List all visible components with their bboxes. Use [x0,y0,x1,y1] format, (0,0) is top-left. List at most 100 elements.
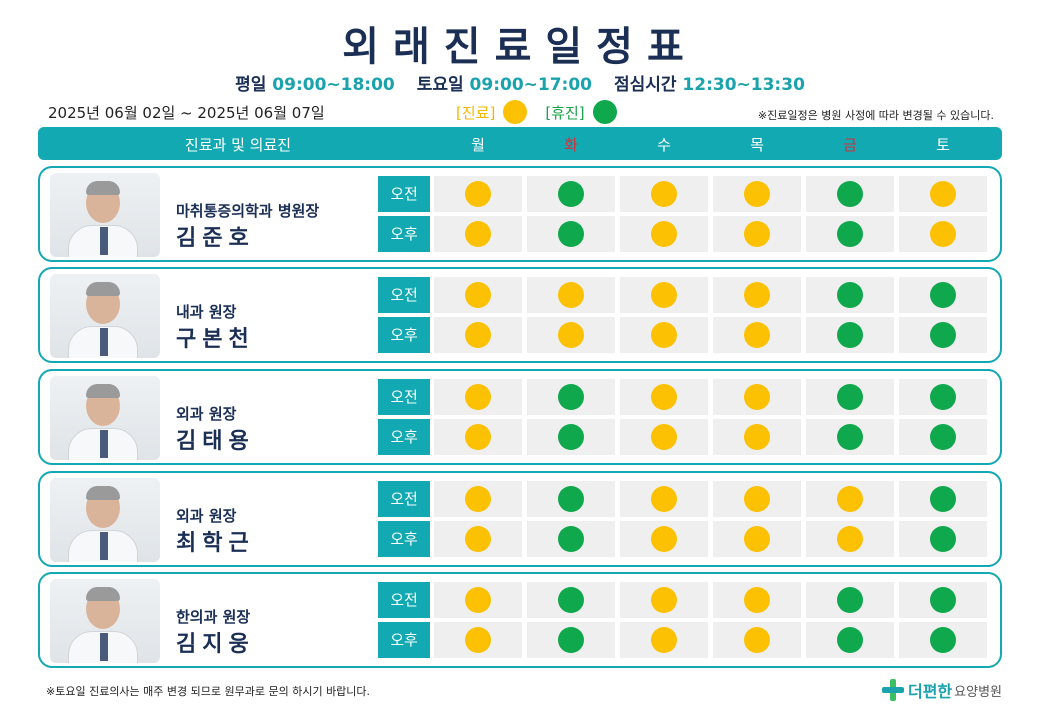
schedule-cell [434,277,522,313]
schedule-cell [527,419,615,455]
open-status-dot [651,221,677,247]
shift-label-pm: 오후 [378,216,430,252]
doctor-name: 김태용 [176,429,255,454]
schedule-cell [806,277,894,313]
shift-label-am: 오전 [378,277,430,313]
schedule-cell [527,582,615,618]
dept-header: 진료과 및 의료진 [184,136,292,154]
doctor-title: 마취통증의학과 병원장 [176,202,320,220]
shift-label-am: 오전 [378,176,430,212]
schedule-cell [434,481,522,517]
day-header: 화 [564,136,578,154]
open-status-dot [465,587,491,613]
open-status-dot [744,282,770,308]
doctor-name: 김준호 [176,226,255,251]
legend-open-dot [503,100,528,124]
cross-icon [881,679,904,701]
schedule-cell [620,317,708,353]
open-status-dot [558,322,584,348]
open-status-dot [744,486,770,512]
hours-line: 평일 09:00~18:00 토요일 09:00~17:00 점심시간 12:3… [0,70,1040,95]
legend-closed: [휴진] [545,100,617,124]
open-status-dot [465,282,491,308]
schedule-cell [434,419,522,455]
schedule-cell [806,521,894,557]
closed-status-dot [930,282,956,308]
schedule-header: 진료과 및 의료진 월 화 수 목 금 토 [38,127,1002,160]
schedule-cell [527,216,615,252]
schedule-cell [806,176,894,212]
closed-status-dot [558,627,584,653]
schedule-cell [899,277,987,313]
doctor-name: 최학근 [176,531,255,556]
open-status-dot [651,424,677,450]
open-status-dot [651,587,677,613]
legend-closed-label: [휴진] [545,103,585,122]
schedule-cell [806,481,894,517]
closed-status-dot [558,424,584,450]
day-header: 목 [750,136,764,154]
schedule-cell [806,317,894,353]
schedule-notice: ※진료일정은 병원 사정에 따라 변경될 수 있습니다. [757,109,994,122]
open-status-dot [465,221,491,247]
closed-status-dot [930,424,956,450]
schedule-cell [434,317,522,353]
schedule-cell [713,419,801,455]
closed-status-dot [558,221,584,247]
schedule-cell [806,419,894,455]
open-status-dot [465,486,491,512]
schedule-cell [899,379,987,415]
schedule-cell [620,277,708,313]
schedule-cell [899,317,987,353]
schedule-cell [899,216,987,252]
closed-status-dot [558,526,584,552]
schedule-cell [899,176,987,212]
schedule-cell [899,419,987,455]
open-status-dot [465,322,491,348]
doctor-photo [50,173,160,257]
doctor-row: 외과 원장 최학근 오전 오후 [38,471,1002,567]
schedule-cell [713,176,801,212]
schedule-cell [434,216,522,252]
doctor-title: 내과 원장 [176,303,237,321]
closed-status-dot [558,587,584,613]
saturday-time: 09:00~17:00 [469,75,593,95]
closed-status-dot [837,181,863,207]
hospital-logo: 더편한 요양병원 [881,678,1002,702]
schedule-cell [713,277,801,313]
closed-status-dot [558,384,584,410]
doctor-name: 구본천 [176,327,255,352]
page-title: 외래진료일정표 [342,24,698,70]
day-header: 토 [936,136,950,154]
lunch-time: 12:30~13:30 [682,75,805,95]
schedule-cell [620,521,708,557]
open-status-dot [651,627,677,653]
open-status-dot [465,181,491,207]
doctor-title: 외과 원장 [176,405,237,423]
closed-status-dot [930,322,956,348]
day-header: 월 [471,136,485,154]
open-status-dot [651,181,677,207]
schedule-cell [527,176,615,212]
schedule-cell [899,582,987,618]
schedule-cell [527,277,615,313]
day-header: 수 [657,136,671,154]
closed-status-dot [837,424,863,450]
doctor-photo [50,376,160,460]
open-status-dot [558,282,584,308]
shift-label-am: 오전 [378,582,430,618]
legend-open: [진료] [456,100,528,124]
schedule-cell [434,176,522,212]
day-header: 금 [843,136,857,154]
legend-closed-dot [592,100,617,124]
schedule-cell [899,481,987,517]
open-status-dot [744,627,770,653]
shift-label-pm: 오후 [378,317,430,353]
open-status-dot [651,384,677,410]
open-status-dot [744,587,770,613]
open-status-dot [465,526,491,552]
open-status-dot [465,384,491,410]
closed-status-dot [837,282,863,308]
open-status-dot [744,526,770,552]
